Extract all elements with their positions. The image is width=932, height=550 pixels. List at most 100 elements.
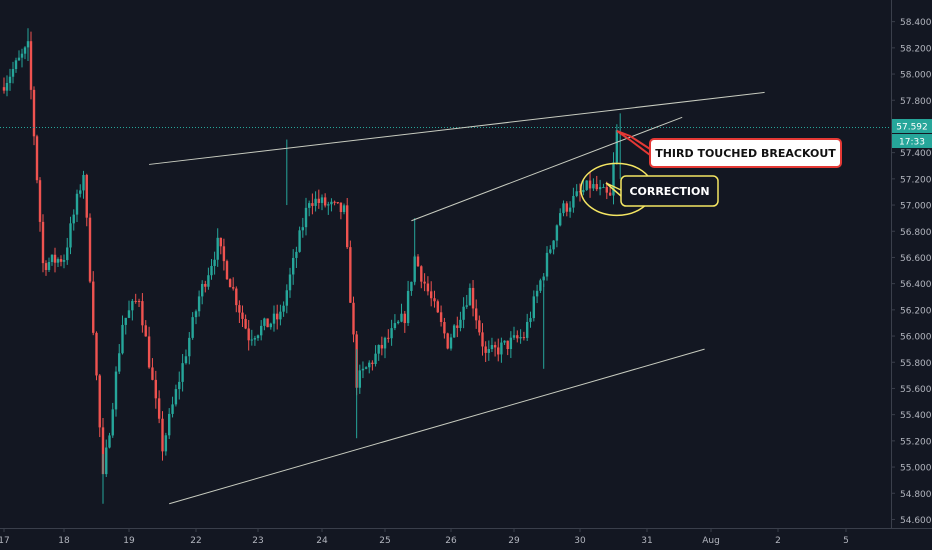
time-tick-label: Aug xyxy=(702,536,720,546)
candle-body xyxy=(285,290,288,306)
candle-body xyxy=(598,187,602,190)
time-tick-label: 5 xyxy=(843,536,849,546)
candle-body xyxy=(526,321,529,338)
candle-body xyxy=(141,301,144,326)
candle-body xyxy=(605,187,608,193)
candle-body xyxy=(478,320,481,333)
candle-body xyxy=(253,338,257,340)
candle-body xyxy=(250,339,253,341)
candle-body xyxy=(377,344,380,354)
candle-body xyxy=(194,311,198,318)
candle-body xyxy=(490,345,494,350)
candle-body xyxy=(436,301,439,313)
candle-body xyxy=(263,318,266,326)
time-tick-label: 31 xyxy=(641,536,652,546)
candle-body xyxy=(588,180,592,189)
candle-body xyxy=(228,279,232,288)
candle-body xyxy=(578,191,582,193)
price-tick-label: 56.800 xyxy=(900,228,932,238)
upper-channel-line[interactable] xyxy=(149,91,765,165)
candle-body xyxy=(79,190,82,194)
candle-body xyxy=(403,313,406,324)
third-touch-box[interactable] xyxy=(649,138,842,168)
candle-body xyxy=(288,274,292,291)
price-tick-label: 57.400 xyxy=(900,149,932,159)
candle-body xyxy=(374,353,377,364)
candle-body xyxy=(349,247,352,303)
price-tick-label: 54.800 xyxy=(900,490,932,500)
time-tick-label: 25 xyxy=(379,536,390,546)
price-tick-label: 55.200 xyxy=(900,437,932,447)
price-badges: 57.592 17:33 xyxy=(892,119,932,148)
candle-body xyxy=(66,247,69,261)
candle-body xyxy=(542,276,545,281)
candle-body xyxy=(29,41,33,90)
candle-body xyxy=(92,281,95,333)
candle-body xyxy=(47,261,51,271)
candle-body xyxy=(171,404,174,414)
candle-body xyxy=(555,225,559,241)
candle-body xyxy=(72,214,75,224)
candle-body xyxy=(592,184,595,189)
candle-body xyxy=(602,187,605,189)
candles-layer xyxy=(0,28,891,504)
price-tick-label: 55.600 xyxy=(900,385,932,395)
candle-body xyxy=(452,325,456,338)
candle-body xyxy=(595,184,598,190)
candle-body xyxy=(144,325,147,337)
countdown-badge xyxy=(892,134,932,148)
candle-body xyxy=(522,337,526,339)
candle-body xyxy=(565,203,568,212)
candle-body xyxy=(82,174,85,191)
candle-body xyxy=(416,256,420,267)
candle-body xyxy=(516,335,519,339)
correction-box[interactable] xyxy=(620,175,719,207)
candle-body xyxy=(487,349,490,353)
price-tick-label: 57.200 xyxy=(900,175,932,185)
candle-body xyxy=(197,296,201,312)
candle-body xyxy=(11,69,15,77)
candle-body xyxy=(88,217,92,282)
candle-body xyxy=(191,317,194,338)
lower-channel-line[interactable] xyxy=(169,348,705,505)
price-tick-label: 56.400 xyxy=(900,280,932,290)
candle-body xyxy=(244,318,247,329)
price-tick-label: 56.200 xyxy=(900,306,932,316)
candle-body xyxy=(59,259,63,262)
candle-body xyxy=(269,323,272,328)
candle-body xyxy=(168,413,171,436)
candle-body xyxy=(292,257,295,275)
candle-body xyxy=(101,427,105,475)
price-tick-label: 55.400 xyxy=(900,411,932,421)
inner-rising-line[interactable] xyxy=(411,116,683,222)
time-tick-label: 23 xyxy=(252,536,263,546)
candle-body xyxy=(147,336,151,368)
candle-body xyxy=(134,300,137,302)
candle-body xyxy=(615,130,619,163)
price-tick-label: 58.000 xyxy=(900,71,932,81)
candle-body xyxy=(333,201,336,203)
candle-body xyxy=(529,318,532,322)
candle-body xyxy=(124,317,127,325)
candle-body xyxy=(475,308,478,321)
candle-body xyxy=(118,353,121,372)
candle-body xyxy=(503,340,506,343)
candle-body xyxy=(298,230,301,252)
candle-body xyxy=(188,337,191,357)
candle-body xyxy=(266,318,269,328)
price-tick-label: 58.400 xyxy=(900,18,932,28)
time-tick-label: 29 xyxy=(508,536,520,546)
time-axis[interactable]: 17 18 19 22 23 24 25 26 29 30 31 Aug 2 5 xyxy=(0,528,849,546)
price-tick-label: 55.000 xyxy=(900,464,932,474)
price-tick-label: 57.000 xyxy=(900,202,932,212)
time-tick-label: 22 xyxy=(190,536,201,546)
candle-body xyxy=(114,371,118,410)
candle-body xyxy=(161,418,164,452)
candle-body xyxy=(282,305,285,312)
price-axis[interactable]: 58.400 58.200 58.000 57.800 57.400 57.200 57.0… xyxy=(891,18,932,526)
candle-body xyxy=(506,340,509,350)
price-tick-label: 55.800 xyxy=(900,359,932,369)
candle-body xyxy=(562,203,565,214)
candle-body xyxy=(222,246,226,262)
